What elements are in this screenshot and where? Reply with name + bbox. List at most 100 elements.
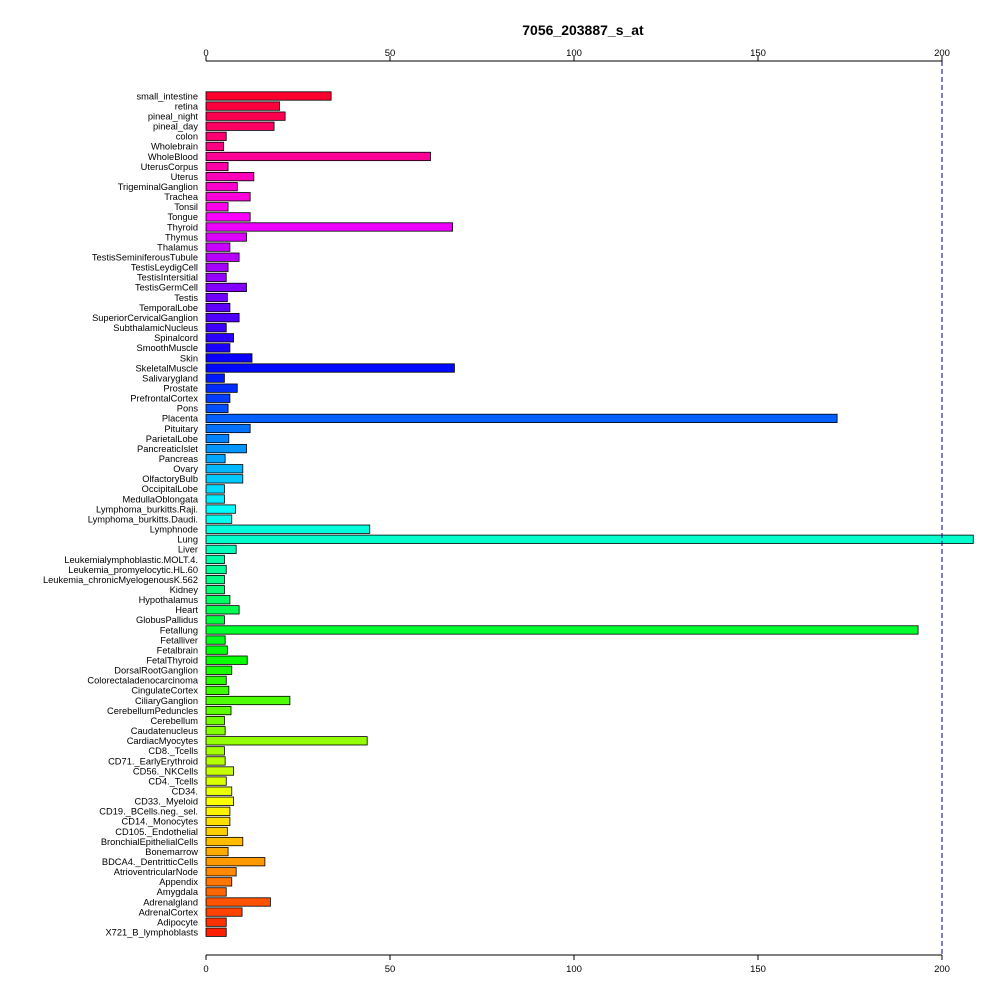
bar-Bonemarrow — [205, 847, 229, 857]
bar-Skin — [205, 353, 253, 363]
bar-Caudatenucleus — [205, 726, 226, 736]
bar-CD4._Tcells — [205, 776, 227, 786]
category-label: CD34. — [172, 786, 198, 796]
category-label: X721_B_lymphoblasts — [105, 928, 198, 938]
category-label: Lymphnode — [150, 525, 198, 535]
chart-title: 7056_203887_s_at — [522, 22, 644, 38]
bar-Fetallung — [205, 625, 919, 635]
bar-CardiacMyocytes — [205, 736, 368, 746]
category-label: Pituitary — [164, 424, 198, 434]
category-label: Placenta — [162, 414, 199, 424]
bar-Adrenalgland — [205, 897, 271, 907]
bar-PrefrontalCortex — [205, 393, 231, 403]
bar-Tonsil — [205, 202, 229, 212]
category-label: Amygdala — [157, 887, 199, 897]
bar-Adipocyte — [205, 917, 227, 927]
bar-SkeletalMuscle — [205, 363, 455, 373]
category-label: MedullaOblongata — [123, 494, 199, 504]
category-label: CD71._EarlyErythroid — [108, 756, 198, 766]
bar-GlobusPallidus — [205, 615, 225, 625]
bar-OccipitalLobe — [205, 484, 225, 494]
category-label: Uterus — [171, 172, 199, 182]
bar-Fetalbrain — [205, 645, 228, 655]
bar-Ovary — [205, 464, 244, 474]
bar-Tongue — [205, 212, 251, 222]
bottom-tick-label: 50 — [385, 964, 396, 975]
bar-Uterus — [205, 171, 255, 182]
bar-Leukemialymphoblastic.MOLT.4. — [205, 554, 225, 565]
bottom-tick-label: 200 — [934, 964, 950, 975]
bar-Leukemia_promyelocytic.HL.60 — [205, 564, 227, 575]
bar-CerebellumPeduncles — [205, 705, 232, 716]
category-label: Fetalbrain — [157, 645, 198, 655]
bar-UterusCorpus — [205, 161, 229, 172]
category-label: Ovary — [173, 464, 198, 474]
bar-Lymphoma_burkitts.Daudi. — [205, 514, 233, 524]
category-label: Salivarygland — [142, 373, 198, 383]
bar-ParietalLobe — [205, 433, 230, 444]
bar-TestisSeminiferousTubule — [205, 252, 240, 262]
category-label: Caudatenucleus — [131, 726, 199, 736]
category-label: CD4._Tcells — [148, 776, 198, 786]
bar-CD56._NKCells — [205, 766, 235, 776]
bar-Kidney — [205, 585, 225, 595]
category-label: Wholebrain — [151, 142, 198, 152]
category-label: FetalThyroid — [146, 656, 198, 666]
bottom-tick-label: 100 — [566, 964, 582, 975]
bar-Fetalliver — [205, 635, 226, 645]
category-label: CD8._Tcells — [148, 746, 198, 756]
category-label: CD14._Monocytes — [122, 817, 199, 827]
category-label: Appendix — [159, 877, 198, 887]
category-label: SuperiorCervicalGanglion — [92, 313, 198, 323]
bar-TestisLeydigCell — [205, 262, 229, 272]
bar-CiliaryGanglion — [205, 695, 291, 706]
category-label: CardiacMyocytes — [127, 736, 199, 746]
category-label: ParietalLobe — [146, 434, 198, 444]
bar-Testis — [205, 292, 228, 303]
category-label: Fetallung — [160, 625, 198, 635]
bar-Liver — [205, 544, 237, 554]
bar-Placenta — [205, 413, 838, 424]
category-label: TemporalLobe — [139, 303, 198, 313]
bottom-tick-label: 150 — [750, 964, 766, 975]
category-label: Prostate — [163, 383, 198, 393]
bar-Spinalcord — [205, 333, 235, 343]
category-labels: small_intestineretinapineal_nightpineal_… — [43, 91, 199, 937]
bar-WholeBlood — [205, 151, 431, 162]
category-label: AtrioventricularNode — [114, 867, 198, 877]
category-label: CD105._Endothelial — [115, 827, 198, 837]
bar-SmoothMuscle — [205, 343, 231, 353]
bar-Leukemia_chronicMyelogenousK.562 — [205, 575, 225, 585]
category-label: Kidney — [170, 585, 199, 595]
top-tick-label: 200 — [934, 48, 950, 59]
bar-Prostate — [205, 383, 238, 393]
category-label: SubthalamicNucleus — [113, 323, 198, 333]
category-label: small_intestine — [137, 91, 199, 101]
category-label: Thyroid — [167, 222, 198, 232]
category-label: TestisIntersitial — [137, 273, 198, 283]
category-label: CiliaryGanglion — [135, 696, 198, 706]
category-label: TestisLeydigCell — [131, 263, 198, 273]
category-label: TrigeminalGanglion — [118, 182, 198, 192]
category-label: Spinalcord — [154, 333, 198, 343]
bar-Cerebellum — [205, 716, 225, 726]
bar-TestisGermCell — [205, 282, 247, 293]
bar-CD71._EarlyErythroid — [205, 756, 226, 766]
category-label: WholeBlood — [148, 152, 198, 162]
category-label: UterusCorpus — [141, 162, 199, 172]
category-label: pineal_day — [153, 122, 198, 132]
bar-CD33._Myeloid — [205, 796, 235, 806]
category-label: Lymphoma_burkitts.Raji. — [96, 504, 198, 514]
bar-Pons — [205, 403, 229, 413]
category-label: Testis — [174, 293, 198, 303]
category-label: TestisGermCell — [135, 283, 198, 293]
bar-TemporalLobe — [205, 302, 231, 313]
category-label: Skin — [180, 353, 198, 363]
bar-Thymus — [205, 232, 247, 242]
category-label: colon — [176, 132, 198, 142]
category-label: Colorectaladenocarcinoma — [87, 676, 198, 686]
category-label: Heart — [175, 605, 198, 615]
bar-Heart — [205, 605, 240, 615]
bar-pineal_night — [205, 111, 286, 121]
